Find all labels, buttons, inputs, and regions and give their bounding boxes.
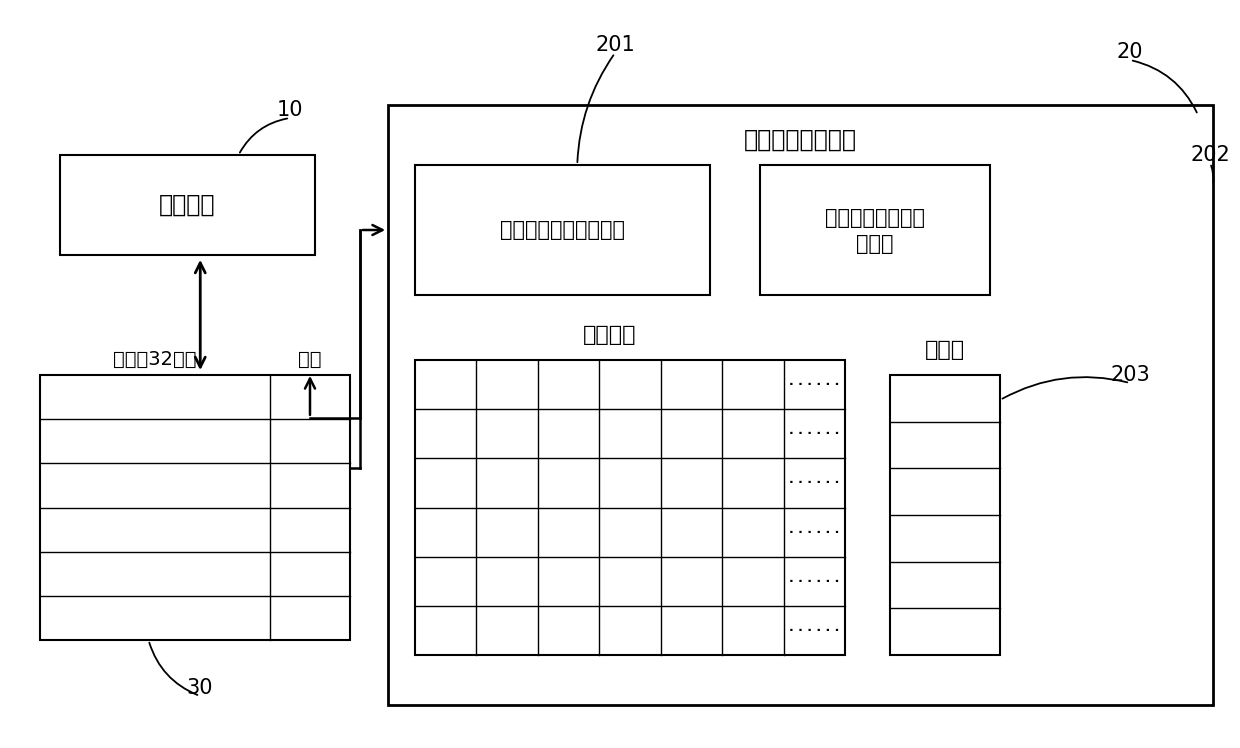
Text: 数值: 数值 [299,349,321,369]
Bar [415,165,711,295]
Bar [40,375,350,640]
Text: 锁线程剥夺处理子单元: 锁线程剥夺处理子单元 [500,220,625,240]
Text: 201: 201 [595,35,635,55]
Text: 检测单元: 检测单元 [159,193,216,217]
Text: · · · · · ·: · · · · · · [789,624,839,637]
Text: · · · · · ·: · · · · · · [789,378,839,391]
Bar [60,155,315,255]
Text: 10: 10 [277,100,304,120]
Text: · · · · · ·: · · · · · · [789,427,839,441]
Text: 登记队列: 登记队列 [583,325,637,345]
Text: 计时器: 计时器 [925,340,965,360]
Bar [760,165,990,295]
Bar [388,105,1213,705]
Text: 地址（32位）: 地址（32位） [113,349,197,369]
Bar [890,375,999,655]
Text: 203: 203 [1110,365,1149,385]
Text: 剥夺分发处理单元: 剥夺分发处理单元 [744,128,857,152]
Text: 栅栏线程剥夺子处: 栅栏线程剥夺子处 [825,208,925,228]
Text: · · · · · ·: · · · · · · [789,574,839,588]
Text: · · · · · ·: · · · · · · [789,476,839,489]
Text: · · · · · ·: · · · · · · [789,526,839,539]
Text: 202: 202 [1190,145,1230,165]
Bar [415,360,844,655]
Text: 20: 20 [1117,42,1143,62]
Text: 理单元: 理单元 [857,234,894,254]
Text: 30: 30 [187,678,213,698]
